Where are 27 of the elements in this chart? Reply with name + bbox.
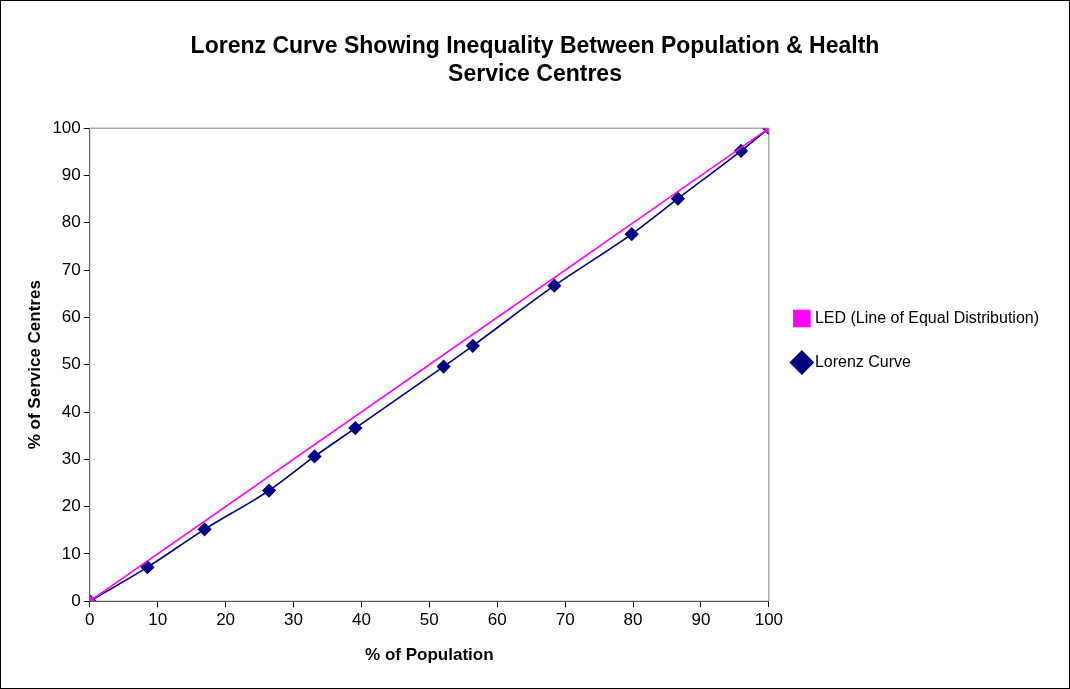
y-tick-label: 80 bbox=[61, 212, 81, 232]
y-tick-label: 10 bbox=[61, 543, 81, 563]
x-tick-label: 0 bbox=[85, 610, 95, 630]
chart-title: Lorenz Curve Showing Inequality Between Population & Health Service Centres bbox=[190, 32, 880, 86]
y-tick-label: 40 bbox=[61, 401, 81, 421]
x-tick-label: 60 bbox=[487, 610, 507, 630]
x-tick-label: 50 bbox=[419, 610, 439, 630]
y-tick-label: 20 bbox=[61, 496, 81, 516]
y-axis-title: % of Service Centres bbox=[24, 280, 44, 450]
x-tick-label: 10 bbox=[148, 610, 168, 630]
y-tick-label: 0 bbox=[71, 590, 81, 610]
y-tick-label: 60 bbox=[61, 307, 81, 327]
x-tick-label: 30 bbox=[284, 610, 303, 630]
y-tick-label: 90 bbox=[61, 165, 81, 185]
x-tick-label: 90 bbox=[691, 610, 711, 630]
y-tick-label: 50 bbox=[61, 354, 81, 374]
legend-label: LED (Line of Equal Distribution) bbox=[814, 308, 1039, 326]
x-tick-label: 40 bbox=[351, 610, 371, 630]
x-tick-label: 80 bbox=[623, 610, 643, 630]
y-tick-label: 30 bbox=[61, 448, 81, 468]
y-tick-label: 70 bbox=[61, 259, 81, 279]
x-tick-label: 70 bbox=[555, 610, 575, 630]
x-tick-label: 20 bbox=[216, 610, 236, 630]
legend-label: Lorenz Curve bbox=[814, 352, 912, 370]
x-axis-title: % of Population bbox=[365, 645, 494, 665]
x-tick-label: 100 bbox=[754, 610, 784, 630]
y-tick-label: 100 bbox=[52, 117, 81, 137]
